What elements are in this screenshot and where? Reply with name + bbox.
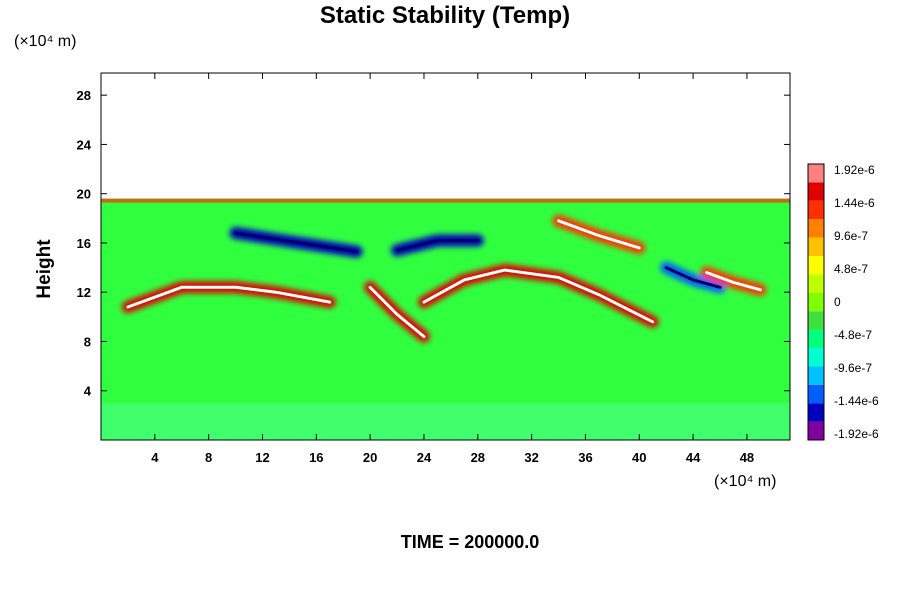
colorbar-swatch <box>808 366 824 385</box>
colorbar-swatch <box>808 200 824 220</box>
x-tick-label: 40 <box>632 450 646 465</box>
colorbar-swatch <box>808 237 824 256</box>
colorbar-swatch <box>808 329 824 348</box>
x-tick-label: 44 <box>686 450 701 465</box>
time-label: TIME = 200000.0 <box>400 532 540 552</box>
x-tick-28: 28 <box>471 73 485 465</box>
x-tick-44: 44 <box>686 73 701 465</box>
y-tick-24: 24 <box>77 137 790 152</box>
field-top-edge <box>101 198 790 203</box>
y-tick-12: 12 <box>77 285 790 300</box>
y-ticks: 4 8 12 16 20 24 28 <box>77 88 790 399</box>
colorbar-label: -1.92e-6 <box>834 427 879 441</box>
y-tick-4: 4 <box>84 384 790 399</box>
x-tick-label: 28 <box>471 450 485 465</box>
feature-core-3 <box>422 268 655 324</box>
x-tick-4: 4 <box>151 73 159 465</box>
x-tick-label: 4 <box>151 450 159 465</box>
colorbar-swatch <box>808 256 824 275</box>
x-tick-24: 24 <box>417 73 432 465</box>
field-lower-band <box>101 403 790 440</box>
heatmap-field <box>101 198 790 440</box>
x-ticks: 4 8 12 16 20 24 28 32 36 40 44 48 <box>151 73 754 465</box>
feature-core-5 <box>557 219 641 250</box>
y-axis-unit: (×10⁴ m) <box>14 33 77 50</box>
x-tick-36: 36 <box>578 73 593 465</box>
feature-core-2 <box>368 285 426 339</box>
colorbar-swatch <box>808 311 824 330</box>
x-tick-32: 32 <box>524 73 539 465</box>
feature-core-6 <box>664 266 722 289</box>
y-tick-16: 16 <box>77 236 790 251</box>
x-tick-20: 20 <box>363 73 377 465</box>
x-tick-label: 12 <box>255 450 269 465</box>
y-tick-label: 24 <box>77 137 92 152</box>
x-tick-label: 36 <box>578 450 592 465</box>
x-tick-48: 48 <box>740 73 754 465</box>
chart-title: Static Stability (Temp) <box>319 2 571 29</box>
x-tick-label: 32 <box>524 450 538 465</box>
colorbar-label: 9.6e-7 <box>834 229 868 243</box>
colorbar-swatch <box>808 219 824 238</box>
colorbar-swatch <box>808 292 824 312</box>
y-tick-label: 16 <box>77 236 91 251</box>
x-tick-8: 8 <box>205 73 212 465</box>
x-tick-40: 40 <box>632 73 647 465</box>
colorbar-label: -1.44e-6 <box>834 394 879 408</box>
x-tick-16: 16 <box>309 73 324 465</box>
colorbar-swatch <box>808 274 824 293</box>
colorbar-label: -9.6e-7 <box>834 361 872 375</box>
y-tick-label: 8 <box>84 334 91 349</box>
y-tick-8: 8 <box>84 334 790 349</box>
colorbar-swatch <box>808 403 824 422</box>
y-tick-28: 28 <box>77 88 790 103</box>
x-tick-label: 20 <box>363 450 377 465</box>
feature-core-4 <box>395 239 480 252</box>
x-tick-label: 24 <box>417 450 432 465</box>
y-tick-label: 28 <box>77 88 91 103</box>
x-tick-label: 48 <box>740 450 754 465</box>
y-tick-label: 4 <box>84 384 92 399</box>
colorbar-label: 0 <box>834 295 841 309</box>
colorbar-swatch <box>808 182 824 201</box>
colorbar-swatch <box>808 421 824 440</box>
colorbar-swatch <box>808 348 824 367</box>
colorbar-swatch <box>808 384 824 404</box>
x-axis-unit: (×10⁴ m) <box>714 473 777 490</box>
colorbar-label: 1.44e-6 <box>834 196 875 210</box>
feature-core-0 <box>234 231 359 254</box>
x-tick-label: 16 <box>309 450 323 465</box>
x-tick-12: 12 <box>255 73 270 465</box>
feature-core-7 <box>705 271 762 292</box>
y-tick-label: 20 <box>77 187 91 202</box>
colorbar-label: -4.8e-7 <box>834 328 872 342</box>
colorbar-frame <box>807 163 825 441</box>
y-tick-20: 20 <box>77 187 790 202</box>
colorbar: 1.92e-6 1.44e-6 9.6e-7 4.8e-7 0 -4.8e-7 -9.6e-… <box>807 163 879 441</box>
colorbar-label: 1.92e-6 <box>834 163 875 177</box>
colorbar-label: 4.8e-7 <box>834 262 868 276</box>
y-tick-label: 12 <box>77 285 91 300</box>
colorbar-swatch <box>808 164 824 183</box>
feature-core-1 <box>126 285 332 309</box>
x-tick-label: 8 <box>205 450 212 465</box>
plot-frame <box>100 72 791 441</box>
